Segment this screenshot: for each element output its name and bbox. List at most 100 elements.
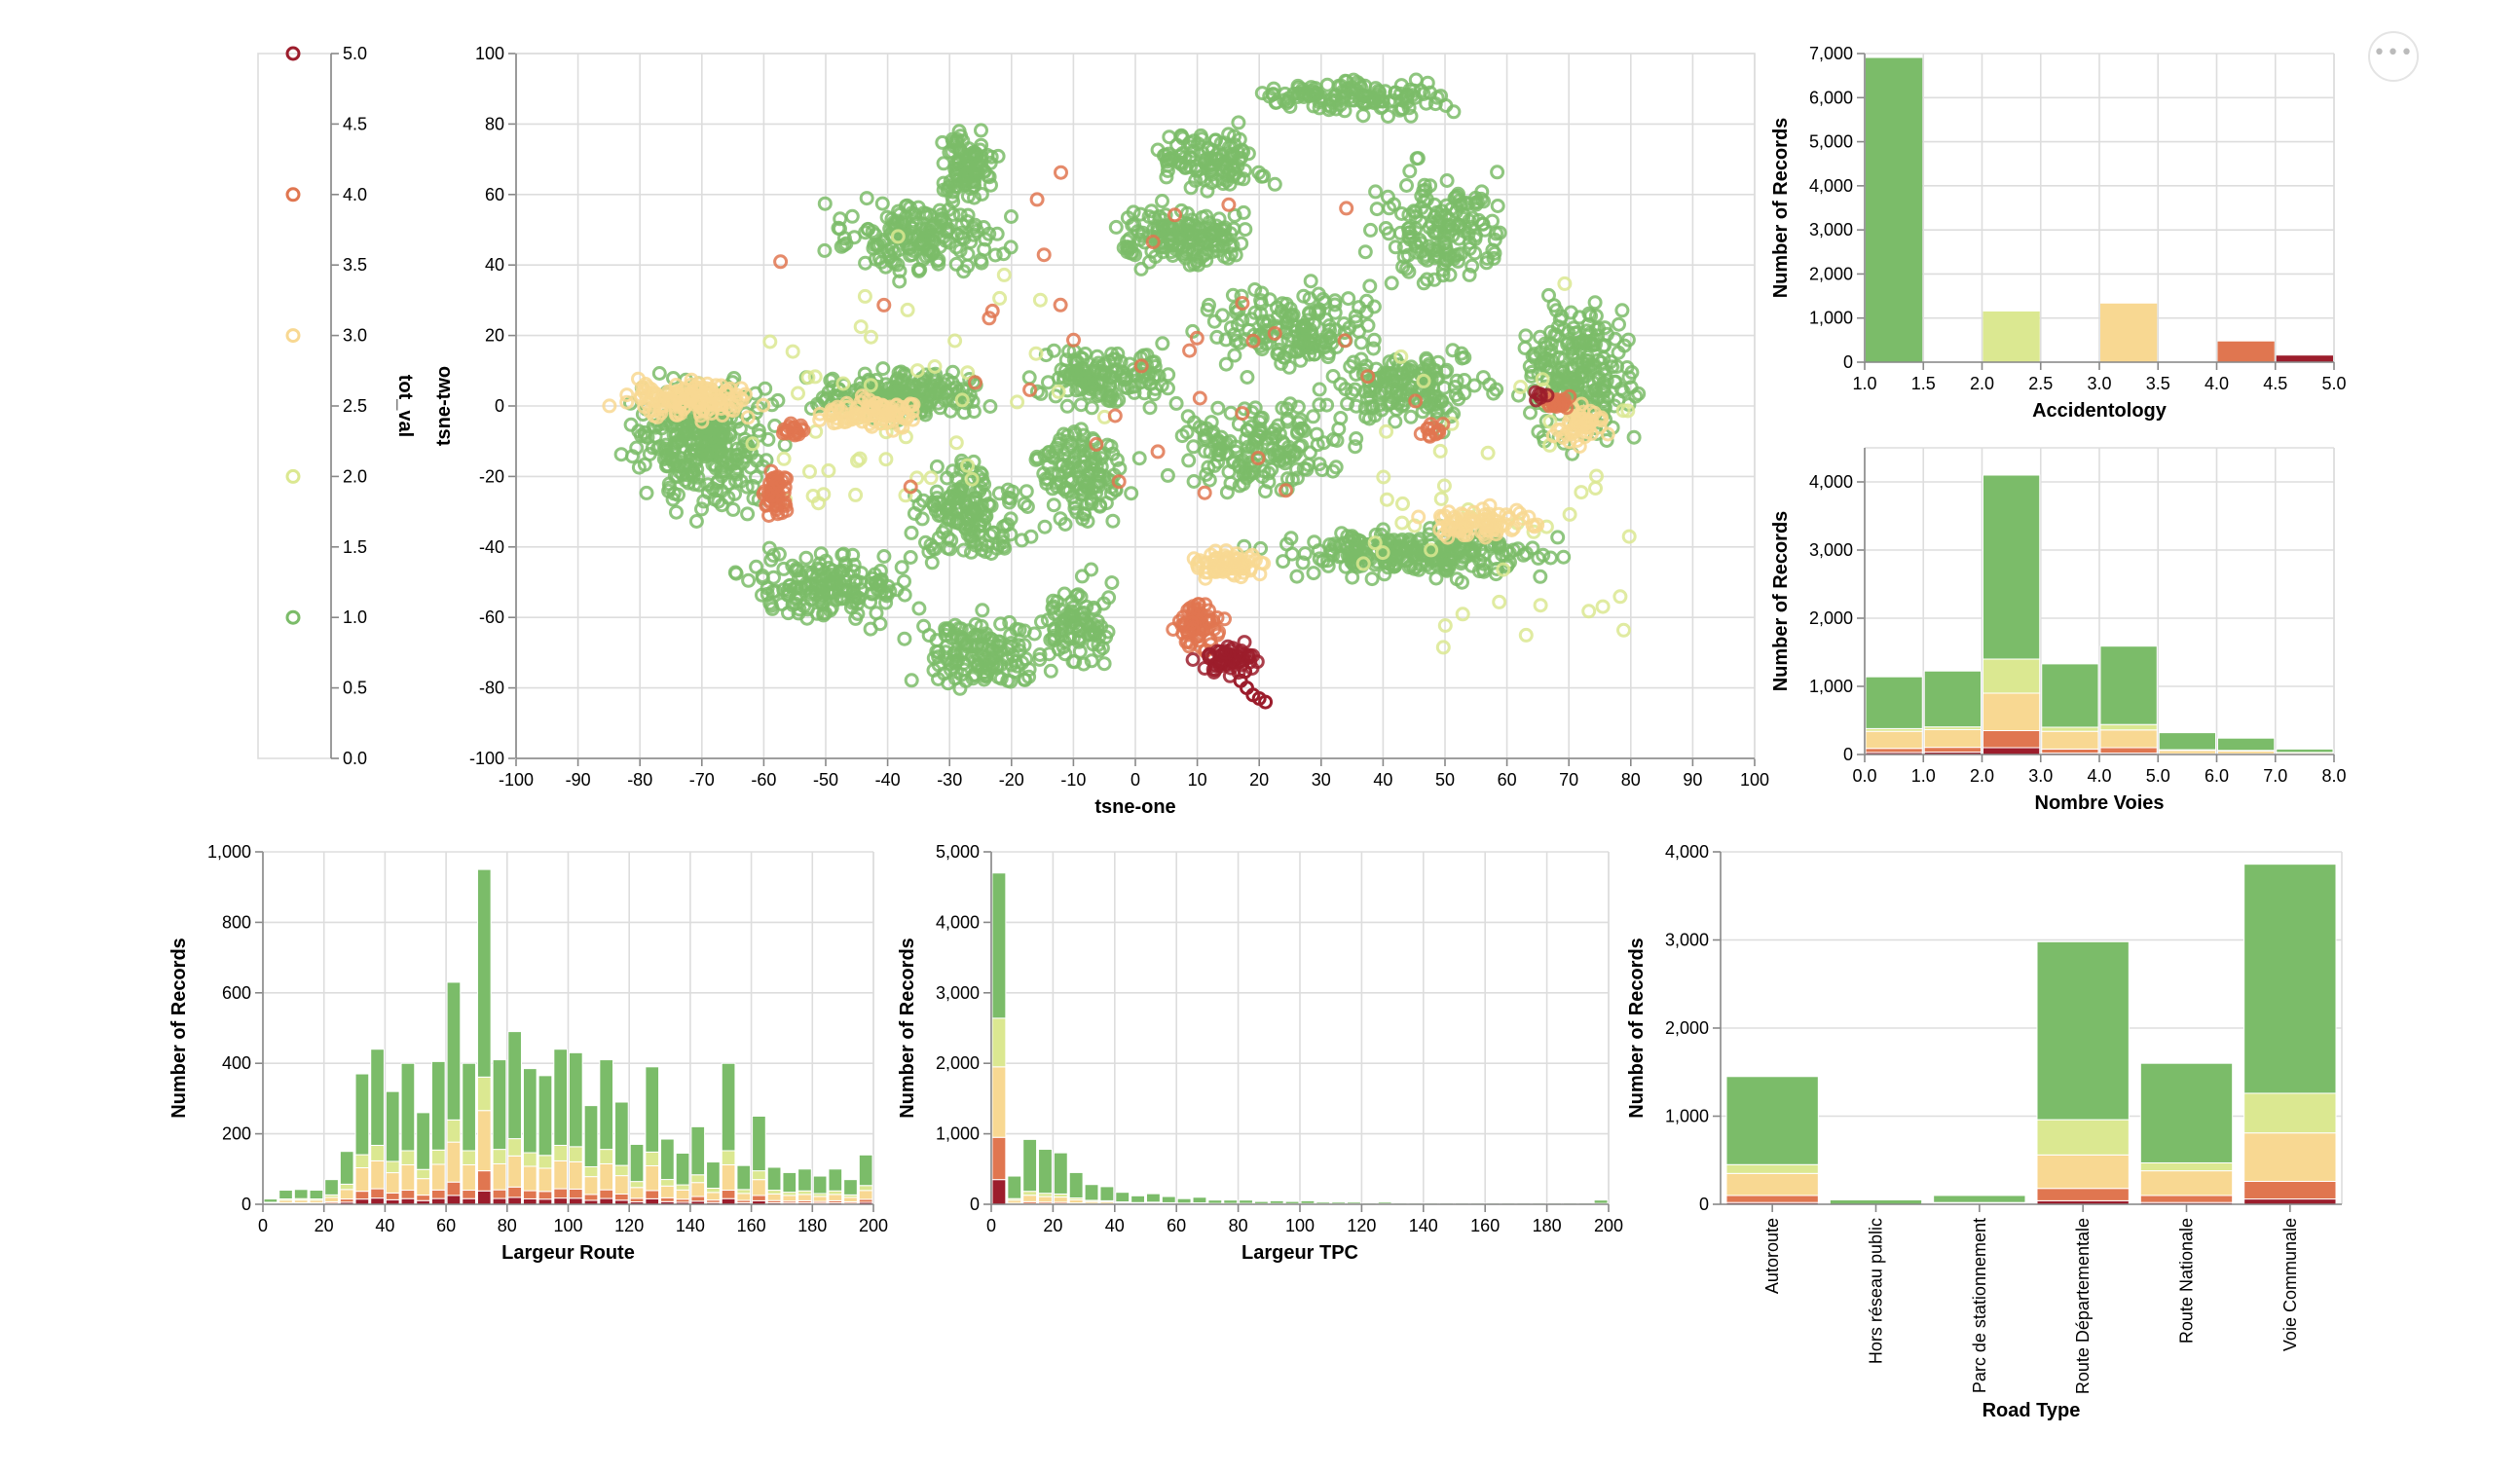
- scatter-point: [762, 334, 778, 350]
- y-tick-label: 3,000: [936, 983, 980, 1003]
- x-axis-title: Nombre Voies: [2035, 792, 2165, 814]
- scatter-point: [1019, 484, 1034, 499]
- scatter-point: [924, 219, 940, 235]
- x-axis-title: tsne-one: [1094, 796, 1175, 818]
- scatter-point: [1010, 658, 1025, 674]
- scatter-point: [1126, 204, 1141, 220]
- scatter-point: [727, 565, 743, 580]
- bar-segment: [706, 1161, 721, 1189]
- scatter-point: [1607, 375, 1622, 390]
- scatter-point: [1301, 458, 1316, 472]
- scatter-point: [811, 398, 827, 414]
- scatter-point: [1186, 133, 1202, 149]
- scatter-point: [1476, 194, 1491, 209]
- y-tick-label: -60: [479, 607, 504, 627]
- bar-segment: [629, 1197, 645, 1203]
- scatter-point: [1275, 296, 1290, 312]
- legend-tick-label: 0.5: [343, 679, 367, 698]
- bar-segment: [2139, 1195, 2234, 1203]
- scatter-point: [875, 361, 891, 377]
- scatter-point: [1460, 197, 1475, 211]
- scatter-point: [1042, 646, 1057, 662]
- scatter-point: [1225, 287, 1241, 303]
- scatter-point: [1410, 239, 1425, 254]
- x-tick-label: 60: [1498, 770, 1517, 790]
- accidentology-chart: 7,000 6,000 5,000 4,000 3,000 2,000 1,000 0 1.0 1…: [1770, 44, 2347, 422]
- bar-segment: [660, 1196, 675, 1202]
- scatter-point: [1053, 297, 1068, 313]
- scatter-point: [1160, 154, 1174, 169]
- scatter-point: [1594, 413, 1610, 428]
- scatter-point: [838, 236, 854, 251]
- scatter-point: [874, 196, 890, 211]
- scatter-point: [1169, 137, 1185, 153]
- scatter-point: [846, 564, 862, 579]
- scatter-point: [1142, 400, 1158, 416]
- scatter-point: [876, 549, 892, 564]
- scatter-point: [1570, 325, 1585, 340]
- bar-segment: [385, 1090, 400, 1162]
- scatter-point: [1270, 309, 1285, 324]
- scatter-point: [1337, 103, 1353, 119]
- scatter-point: [891, 203, 906, 219]
- scatter-point: [1585, 337, 1601, 351]
- scatter-point: [1220, 167, 1236, 183]
- bar-segment: [553, 1188, 569, 1199]
- scatter-point: [686, 469, 701, 484]
- bar-segment: [1983, 474, 2041, 660]
- scatter-point: [1084, 493, 1099, 508]
- scatter-point: [1185, 622, 1201, 638]
- x-tick-label: 100: [553, 1216, 582, 1235]
- bar-segment: [766, 1193, 782, 1201]
- legend-tick-label: 3.5: [343, 255, 367, 275]
- legend-symbol: [285, 187, 301, 202]
- scatter-point: [1221, 197, 1237, 212]
- scatter-point: [926, 497, 942, 513]
- scatter-point: [1423, 560, 1438, 575]
- bar-segment: [660, 1179, 675, 1187]
- y-tick-label: -100: [469, 749, 504, 768]
- scatter-point: [1480, 445, 1496, 460]
- scatter-point: [1217, 611, 1232, 627]
- bar-segment: [462, 1197, 476, 1205]
- scatter-point: [1214, 157, 1229, 172]
- largeur-route-chart: 1,000 800 600 400 200 00 20 40 60 80 100 120 140 160 1…: [168, 842, 888, 1264]
- x-tick-label: 1.5: [1911, 374, 1936, 393]
- scatter-point: [847, 589, 863, 605]
- scatter-point: [777, 437, 793, 453]
- scatter-point: [859, 191, 874, 206]
- bar-segment: [583, 1165, 599, 1178]
- scatter-point: [1440, 517, 1456, 533]
- scatter-point: [1290, 86, 1306, 101]
- bar-segment: [828, 1168, 843, 1192]
- bar-segment: [2139, 1062, 2234, 1163]
- scatter-point: [1427, 226, 1443, 241]
- bar-segment: [537, 1155, 553, 1169]
- scatter-point: [1600, 426, 1615, 442]
- bar-segment: [476, 1110, 492, 1172]
- scatter-point: [1189, 330, 1204, 346]
- scatter-point: [1198, 565, 1213, 580]
- scatter-point: [1261, 474, 1277, 490]
- scatter-point: [974, 255, 989, 271]
- scatter-point: [1161, 367, 1176, 383]
- y-tick-label: 5,000: [936, 842, 980, 862]
- chart-menu-button[interactable]: •••: [2368, 31, 2419, 82]
- scatter-point: [943, 541, 958, 557]
- bar-segment: [2217, 737, 2276, 752]
- bar-segment: [370, 1197, 385, 1205]
- scatter-point: [1010, 394, 1025, 410]
- bar-segment: [706, 1192, 721, 1201]
- scatter-point: [1337, 333, 1353, 349]
- y-axis-title: Number of Records: [168, 938, 190, 1119]
- scatter-point: [644, 382, 659, 397]
- scatter-point: [678, 383, 693, 397]
- scatter-point: [903, 550, 918, 565]
- scatter-point: [854, 566, 869, 581]
- scatter-point: [874, 397, 890, 413]
- scatter-point: [1297, 546, 1313, 562]
- scatter-point: [1403, 409, 1419, 424]
- scatter-point: [944, 533, 959, 548]
- x-axis-title: Largeur Route: [501, 1242, 635, 1264]
- scatter-point: [1056, 634, 1072, 649]
